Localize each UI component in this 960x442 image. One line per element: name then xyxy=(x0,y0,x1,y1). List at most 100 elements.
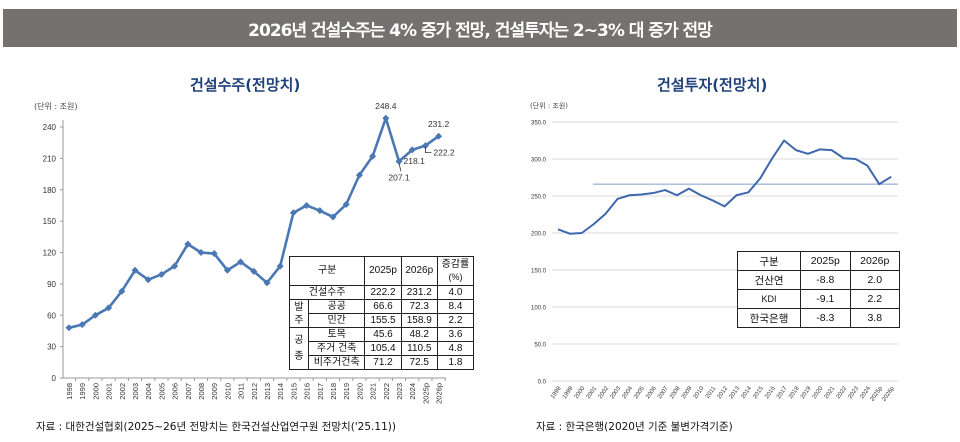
x-tick-label: 2025p xyxy=(421,383,430,404)
th-category: 구분 xyxy=(736,251,802,271)
data-point-marker xyxy=(395,157,403,165)
data-point-marker xyxy=(171,262,179,270)
y-tick-label: 100.0 xyxy=(531,306,547,312)
x-tick-label: 2022 xyxy=(382,383,391,400)
x-tick-label: 2000 xyxy=(91,383,100,400)
data-point-marker xyxy=(276,262,284,270)
x-tick-label: 2009 xyxy=(681,385,694,400)
data-point-marker xyxy=(342,200,350,208)
x-tick-label: 2005 xyxy=(157,383,166,400)
data-label: 218.1 xyxy=(404,156,426,166)
th-2025p: 2025p xyxy=(800,251,851,271)
data-point-marker xyxy=(316,207,324,215)
y-tick-label: 30 xyxy=(47,343,56,352)
x-tick-label: 2015 xyxy=(752,385,765,400)
x-tick-label: 2019 xyxy=(800,385,813,400)
x-tick-label: 2007 xyxy=(184,383,193,400)
x-tick-label: 2014 xyxy=(740,385,753,400)
data-point-marker xyxy=(197,249,205,256)
group-label-line: 종 xyxy=(294,350,304,362)
x-tick-label: 2008 xyxy=(669,385,682,400)
cell-2025p: -8.3 xyxy=(800,308,851,328)
group-label-line: 발 xyxy=(294,301,304,313)
y-tick-label: 120 xyxy=(43,249,57,258)
data-point-marker xyxy=(105,304,113,312)
data-point-marker xyxy=(144,276,152,284)
y-tick-label: 180 xyxy=(43,186,57,195)
x-tick-label: 2024 xyxy=(408,383,417,400)
data-point-marker xyxy=(157,270,165,278)
annotation-leader xyxy=(424,146,432,154)
data-point-marker xyxy=(421,142,429,150)
data-point-marker xyxy=(250,267,258,275)
x-tick-label: 2004 xyxy=(144,383,153,400)
right-forecast-table: 구분 2025p 2026p 건산연 -8.8 2.0 KDI -9.1 2.2… xyxy=(736,251,901,328)
data-point-marker xyxy=(289,209,297,217)
x-tick-label: 2012 xyxy=(250,383,259,400)
x-tick-label: 2016 xyxy=(764,385,777,400)
x-tick-label: 2004 xyxy=(621,385,634,400)
x-tick-label: 2020 xyxy=(812,385,825,400)
cell-2026p: 2.2 xyxy=(849,289,901,309)
table-row: KDI -9.1 2.2 xyxy=(736,289,901,309)
x-tick-label: 2010 xyxy=(223,383,232,400)
th-2026p: 2026p xyxy=(849,251,901,271)
data-point-marker xyxy=(91,311,99,319)
x-tick-label: 2018 xyxy=(788,385,801,400)
th-rate-line1: 증감률 xyxy=(441,259,470,270)
left-source-note: 자료 : 대한건설협회(2025~26년 전망치는 한국건설산업연구원 전망치(… xyxy=(36,421,396,433)
x-tick-label: 2022 xyxy=(836,385,849,400)
data-label: 231.2 xyxy=(428,119,450,129)
row-label: KDI xyxy=(736,289,802,309)
data-point-marker xyxy=(329,213,337,221)
data-point-marker xyxy=(78,321,86,329)
cell-2025p: -8.8 xyxy=(800,270,851,290)
left-chart-title: 건설수주(전망치) xyxy=(190,76,301,94)
right-source-note: 자료 : 한국은행(2020년 기준 불변가격기준) xyxy=(536,421,733,433)
x-tick-label: 2006 xyxy=(171,383,180,400)
y-tick-label: 300.0 xyxy=(531,158,547,164)
y-tick-label: 0.0 xyxy=(538,380,547,386)
data-point-marker xyxy=(118,287,126,295)
data-point-marker xyxy=(355,171,363,179)
data-point-marker xyxy=(263,279,271,287)
x-tick-label: 1999 xyxy=(562,385,575,400)
x-tick-label: 2011 xyxy=(237,383,246,399)
table-row: 비주거건축 71.2 72.5 1.8 xyxy=(290,355,475,370)
x-tick-label: 2001 xyxy=(105,383,114,400)
th-rate-line2: (%) xyxy=(448,272,463,282)
x-tick-label: 2018 xyxy=(329,383,338,400)
y-tick-label: 210 xyxy=(43,154,57,163)
x-tick-label: 2006 xyxy=(645,385,658,400)
x-tick-label: 1998 xyxy=(550,385,563,400)
x-tick-label: 2015 xyxy=(289,383,298,400)
x-tick-label: 2005 xyxy=(633,385,646,400)
data-label: 222.2 xyxy=(433,148,455,158)
cell-2026p: 2.0 xyxy=(849,270,901,290)
row-label: 한국은행 xyxy=(736,308,802,328)
th-2025p: 2025p xyxy=(364,256,402,286)
cell-rate: 1.8 xyxy=(436,355,475,370)
y-tick-label: 0 xyxy=(52,374,57,383)
y-tick-label: 240 xyxy=(43,123,57,132)
x-tick-label: 2011 xyxy=(705,385,718,400)
right-unit-label: (단위 : 조원) xyxy=(530,102,569,110)
data-label: 207.1 xyxy=(388,172,410,182)
y-tick-label: 90 xyxy=(47,280,56,289)
x-tick-label: 2000 xyxy=(574,385,587,400)
data-label: 248.4 xyxy=(375,101,397,111)
x-tick-label: 2012 xyxy=(717,385,730,400)
x-tick-label: 2003 xyxy=(610,385,623,400)
x-tick-label: 2009 xyxy=(210,383,219,400)
th-category: 구분 xyxy=(288,256,366,286)
x-tick-label: 1998 xyxy=(65,383,74,400)
y-tick-label: 150 xyxy=(43,217,57,226)
table-row: 건산연 -8.8 2.0 xyxy=(736,270,901,290)
y-tick-label: 150.0 xyxy=(531,269,547,275)
x-tick-label: 2014 xyxy=(276,383,285,400)
x-tick-label: 2002 xyxy=(598,385,611,400)
x-tick-label: 2023 xyxy=(395,383,404,400)
right-chart-title: 건설투자(전망치) xyxy=(657,76,768,94)
